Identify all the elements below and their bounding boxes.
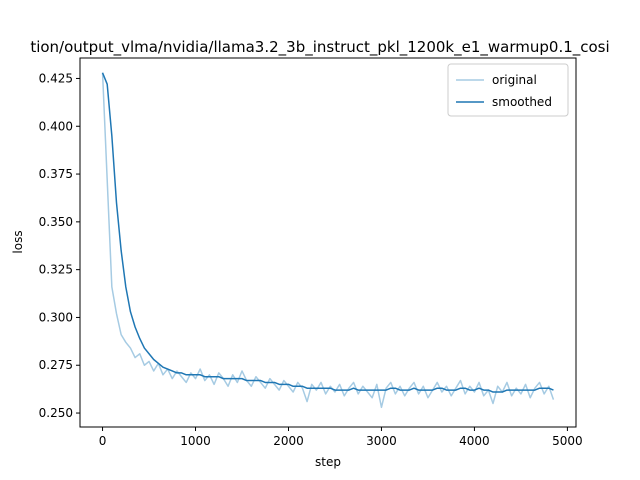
line-series <box>101 72 554 393</box>
y-tick-label: 0.400 <box>39 119 73 133</box>
y-tick-label: 0.250 <box>39 406 73 420</box>
x-tick-label: 3000 <box>366 434 397 448</box>
x-tick-label: 5000 <box>552 434 583 448</box>
x-tick-label: 2000 <box>273 434 304 448</box>
y-tick-label: 0.300 <box>39 310 73 324</box>
y-tick-label: 0.275 <box>39 358 73 372</box>
y-tick-label: 0.425 <box>39 71 73 85</box>
x-tick-label: 0 <box>99 434 107 448</box>
y-tick-label: 0.375 <box>39 167 73 181</box>
legend-label: original <box>492 73 537 87</box>
y-tick-label: 0.325 <box>39 263 73 277</box>
legend-box <box>447 63 569 117</box>
legend-label: smoothed <box>492 95 552 109</box>
line-series <box>101 72 555 409</box>
x-axis-label: step <box>315 455 341 469</box>
y-axis-label: loss <box>11 230 25 253</box>
plot-frame <box>79 57 577 428</box>
x-tick-label: 1000 <box>180 434 211 448</box>
x-tick-label: 4000 <box>459 434 490 448</box>
y-tick-label: 0.350 <box>39 215 73 229</box>
chart-title: tion/output_vlma/nvidia/llama3.2_3b_inst… <box>30 38 609 57</box>
